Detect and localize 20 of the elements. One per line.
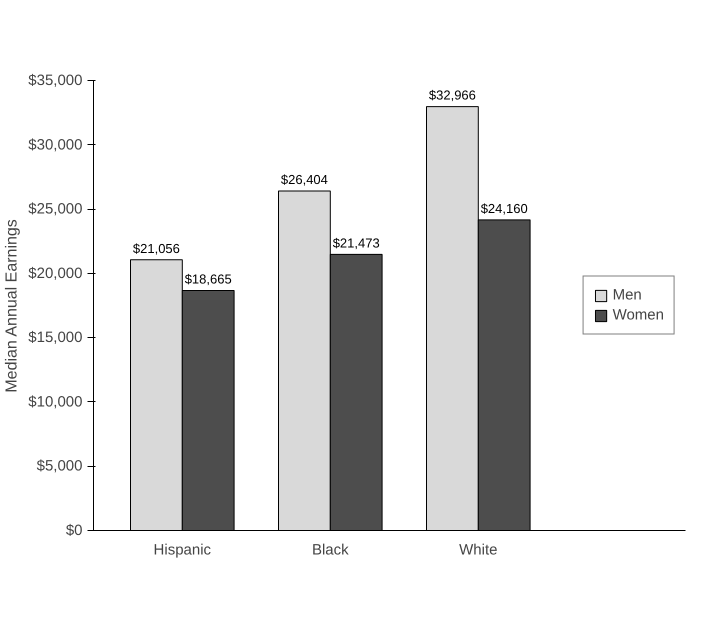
y-tick-label: $10,000 [28,393,83,410]
x-tick-label: Black [312,542,350,558]
x-tick-label: White [459,542,498,558]
data-label: $18,665 [184,272,232,287]
y-tick-label: $5,000 [36,458,83,475]
x-tick-label: Hispanic [154,542,212,558]
legend-label: Men [612,286,642,304]
y-tick-label: $25,000 [28,200,83,218]
data-label: $21,056 [132,240,180,256]
data-label: $26,404 [280,172,328,188]
y-tick-label: $35,000 [28,72,83,89]
data-label: $24,160 [480,200,528,216]
data-label: $21,473 [332,235,380,250]
y-tick-label: $30,000 [28,136,83,154]
y-tick-label: $20,000 [28,264,83,282]
legend-label: Women [612,306,664,324]
data-label: $32,966 [428,88,476,103]
y-axis-title: Median Annual Earnings [3,219,20,393]
y-tick-label: $15,000 [28,329,83,346]
y-tick-label: $0 [66,522,83,539]
